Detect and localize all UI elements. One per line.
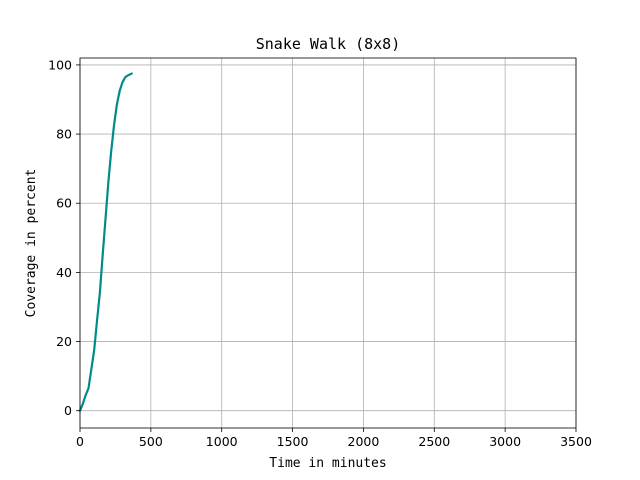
plot-frame [79, 57, 577, 429]
y-axis-ticks: 0 20 40 60 80 100 [48, 57, 80, 418]
y-tick-label: 40 [56, 265, 72, 280]
grid-lines [79, 58, 577, 428]
x-tick-label: 500 [139, 434, 163, 449]
y-tick-label: 80 [56, 127, 72, 142]
x-axis-label: Time in minutes [269, 456, 386, 471]
x-axis-ticks: 0 500 1000 1500 2000 2500 3000 3500 [76, 428, 592, 449]
x-tick-label: 2000 [348, 434, 380, 449]
y-tick-label: 20 [56, 334, 72, 349]
x-tick-label: 0 [76, 434, 84, 449]
coverage-line [78, 72, 133, 412]
x-tick-label: 3500 [560, 434, 592, 449]
x-tick-label: 1500 [277, 434, 309, 449]
x-tick-label: 3000 [489, 434, 521, 449]
y-tick-label: 60 [56, 196, 72, 211]
chart-title: Snake Walk (8x8) [256, 35, 401, 53]
x-tick-label: 2500 [418, 434, 450, 449]
y-tick-label: 100 [48, 57, 72, 72]
y-tick-label: 0 [64, 403, 72, 418]
series-layer [78, 72, 133, 412]
y-axis-label: Coverage in percent [24, 169, 39, 318]
x-tick-label: 1000 [206, 434, 238, 449]
